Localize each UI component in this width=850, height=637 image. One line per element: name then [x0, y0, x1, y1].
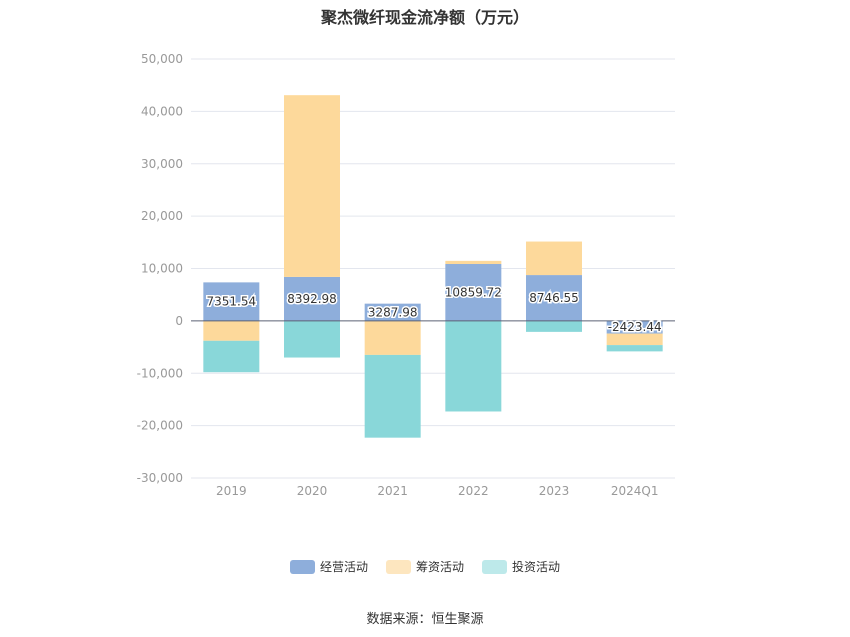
legend-swatch-financing [385, 559, 411, 574]
data-label: 8746.55 [529, 291, 579, 305]
data-label: 3287.98 [368, 305, 418, 319]
legend: 经营活动 筹资活动 投资活动 [0, 558, 850, 575]
bar-operating [203, 282, 260, 321]
chart-title: 聚杰微纤现金流净额（万元） [320, 8, 529, 27]
bar-investing [284, 320, 340, 358]
y-tick-label: -30,000 [137, 471, 183, 485]
bar-operating [364, 303, 421, 321]
legend-swatch-operating [289, 559, 315, 574]
x-tick-label: 2019 [216, 484, 247, 498]
bar-financing [284, 95, 340, 277]
bar-investing [364, 354, 421, 438]
y-tick-label: 30,000 [141, 157, 183, 171]
bar-investing [445, 320, 502, 412]
y-tick-label: 0 [175, 314, 183, 328]
y-tick-label: 50,000 [141, 52, 183, 66]
legend-swatch-investing [482, 559, 507, 574]
bar-operating [284, 276, 340, 321]
data-label: 7351.54 [207, 295, 257, 309]
legend-label-financing: 筹资活动 [415, 560, 464, 574]
data-source: 数据来源：恒生聚源 [366, 612, 484, 627]
x-tick-label: 2020 [297, 484, 328, 498]
legend-item-financing[interactable]: 筹资活动 [385, 558, 464, 575]
y-tick-label: 40,000 [141, 104, 183, 118]
bar-operating [606, 320, 663, 334]
bar-financing [364, 320, 421, 355]
data-label: 10859.72 [445, 285, 502, 299]
data-label: 8392.98 [287, 292, 337, 306]
data-label: -2423.44 [608, 320, 662, 334]
legend-item-investing[interactable]: 投资活动 [482, 558, 560, 575]
bar-investing [526, 320, 582, 332]
legend-label-operating: 经营活动 [319, 560, 368, 574]
y-tick-label: 20,000 [141, 209, 183, 223]
bar-operating [445, 263, 502, 321]
legend-label-investing: 投资活动 [512, 560, 561, 574]
bar-financing [445, 260, 502, 264]
x-tick-label: 2021 [377, 484, 408, 498]
bar-financing [526, 241, 582, 276]
x-tick-label: 2022 [458, 484, 489, 498]
y-tick-label: -10,000 [137, 366, 183, 380]
x-tick-label: 2024Q1 [611, 484, 659, 498]
bar-financing [606, 333, 663, 346]
x-tick-label: 2023 [539, 484, 570, 498]
bar-investing [606, 345, 663, 352]
bar-operating [526, 275, 582, 321]
bar-investing [203, 340, 260, 373]
legend-item-operating[interactable]: 经营活动 [289, 558, 368, 575]
y-tick-label: -20,000 [137, 419, 183, 433]
y-tick-label: 10,000 [141, 262, 183, 276]
bar-financing [203, 320, 260, 341]
